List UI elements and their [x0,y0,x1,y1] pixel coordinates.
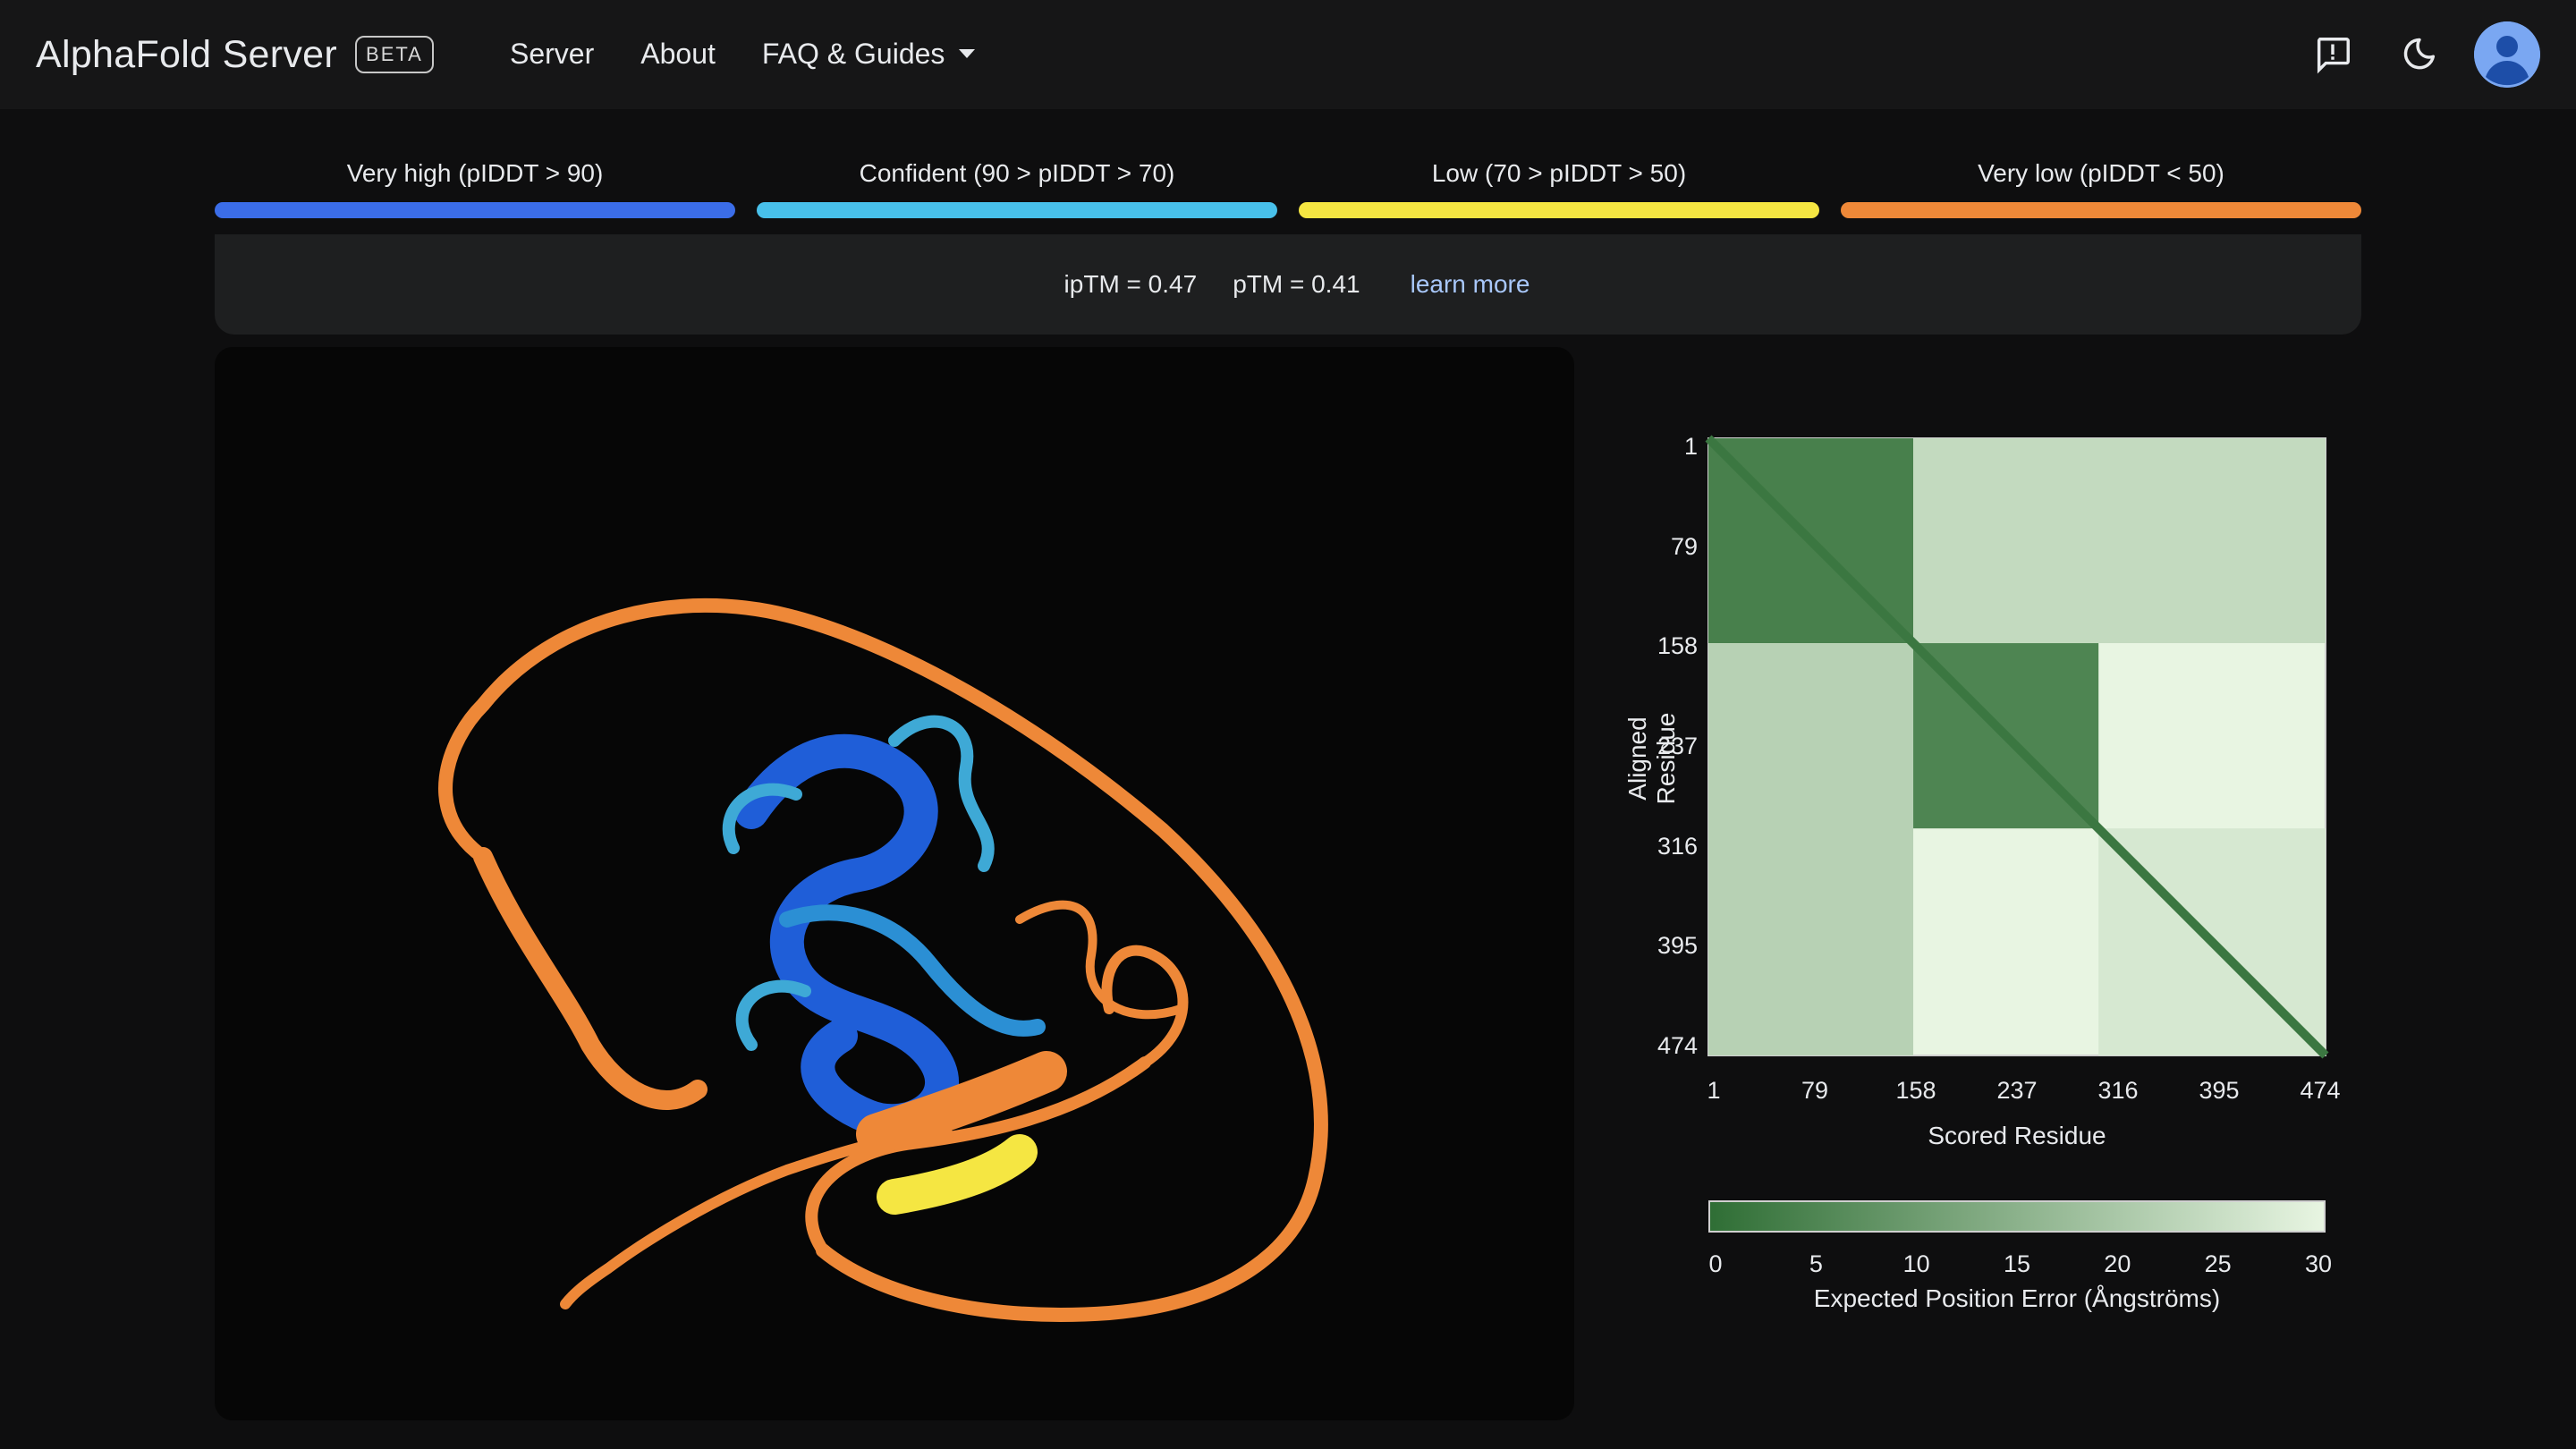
legend-label: Low (70 > pIDDT > 50) [1431,159,1687,187]
legend-label: Confident (90 > pIDDT > 70) [859,159,1175,187]
learn-more-link[interactable]: learn more [1410,270,1530,298]
heatmap-block-2 [1708,643,1914,1055]
x-tick-label: 474 [2300,1077,2341,1104]
y-tick-label: 474 [1657,1032,1698,1059]
legend-bar [757,202,1277,218]
nav-faq-guides[interactable]: FAQ & Guides [762,38,976,71]
person-icon [2474,21,2540,88]
feedback-icon [2317,38,2350,74]
y-tick-label: 237 [1657,733,1698,759]
colorbar-tick-label: 20 [2104,1250,2131,1277]
nav-server-label: Server [510,37,595,70]
account-avatar[interactable] [2474,21,2540,88]
legend-label: Very high (pIDDT > 90) [346,159,604,187]
beta-badge: BETA [355,36,434,73]
legend-very-low: Very low (pIDDT < 50) [1841,154,2361,222]
y-tick-label: 1 [1683,433,1698,460]
colorbar-title: Expected Position Error (Ångströms) [1813,1284,2221,1312]
heatmap-block-3 [1913,438,2326,644]
plddt-legend: Very high (pIDDT > 90) Confident (90 > p… [215,154,2361,222]
iptm-score: ipTM = 0.47 [1063,270,1198,298]
legend-confident: Confident (90 > pIDDT > 70) [757,154,1277,222]
x-tick-label: 158 [1895,1077,1936,1104]
scores-panel: ipTM = 0.47 pTM = 0.41 learn more [215,234,2361,335]
top-app-bar: AlphaFold Server BETA Server About FAQ &… [0,0,2576,109]
x-tick-label: 237 [1996,1077,2038,1104]
colorbar-tick-label: 30 [2304,1250,2333,1277]
y-tick-label: 316 [1657,832,1698,860]
colorbar-tick-label: 5 [1809,1250,1823,1277]
app-title: AlphaFold Server [36,32,338,76]
chevron-down-icon [959,49,976,58]
y-tick-label: 395 [1657,932,1698,960]
legend-very-high: Very high (pIDDT > 90) [215,154,735,222]
colorbar-tick-label: 15 [2003,1250,2031,1277]
x-tick-label: 316 [2097,1077,2139,1104]
protein-structure-image [438,597,1328,1322]
ptm-score: pTM = 0.41 [1233,270,1360,298]
x-tick-label: 1 [1707,1077,1721,1104]
legend-bar [1841,202,2361,218]
heatmap-diagonal [1705,435,2329,1059]
y-axis-title: Aligned Residue [1623,712,1680,805]
top-actions [2275,20,2540,89]
x-tick-label: 79 [1801,1077,1829,1104]
y-tick-label: 79 [1670,532,1698,560]
main-nav: Server About FAQ & Guides [510,32,1021,75]
x-axis-title: Scored Residue [1928,1122,2106,1149]
legend-bar [215,202,735,218]
nav-about-label: About [640,37,716,70]
moon-icon [2403,38,2436,70]
y-tick-label: 158 [1657,632,1698,660]
brand-logo[interactable]: AlphaFold Server BETA [36,27,434,82]
colorbar-tick-label: 25 [2204,1250,2232,1277]
feedback-button[interactable] [2304,26,2361,83]
colorbar-tick-label: 0 [1708,1250,1723,1277]
legend-low: Low (70 > pIDDT > 50) [1299,154,1819,222]
colorbar-tick-label: 10 [1902,1250,1930,1277]
dark-mode-toggle[interactable] [2390,26,2447,83]
nav-server[interactable]: Server [510,38,594,71]
colorbar [1708,1200,2326,1233]
nav-about[interactable]: About [640,38,716,71]
structure-viewer[interactable] [215,347,1574,1420]
pae-plot: 1 79 158 237 316 395 474 1 79 158 237 316 395 474 Al… [1592,347,2361,1420]
x-tick-label: 395 [2199,1077,2240,1104]
legend-label: Very low (pIDDT < 50) [1978,159,2224,187]
legend-bar [1299,202,1819,218]
nav-faq-label: FAQ & Guides [761,37,945,70]
pae-heatmap-svg [1705,435,2329,1059]
